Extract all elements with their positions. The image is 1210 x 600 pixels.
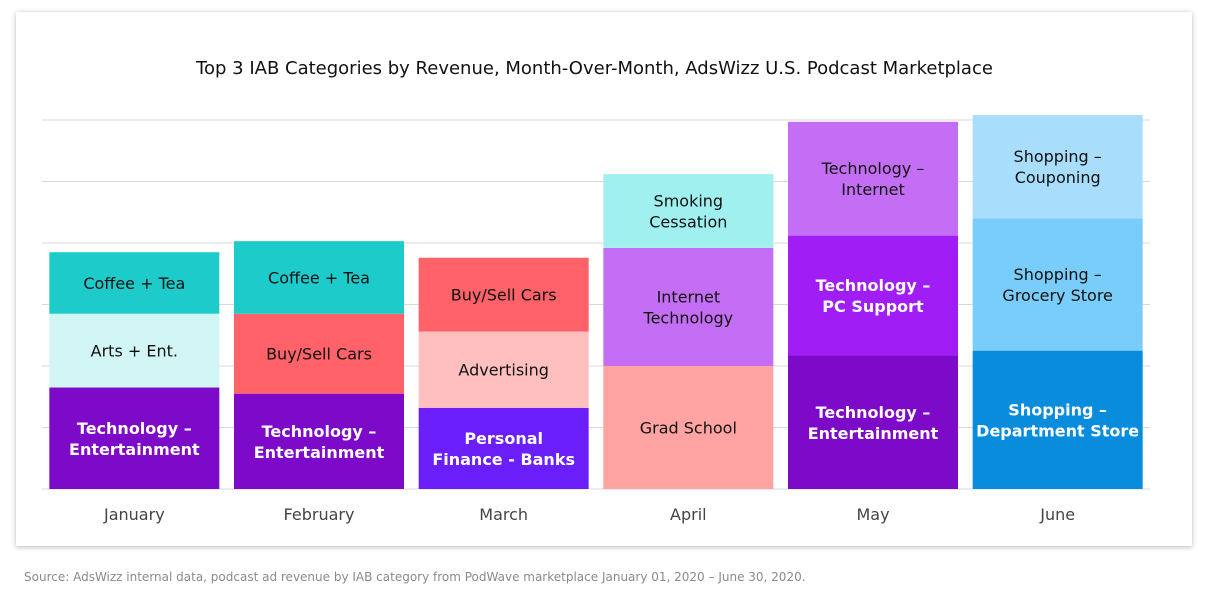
segment-label: Advertising: [458, 361, 549, 380]
x-tick-label: May: [856, 505, 889, 524]
segment-label: Technology – Internet: [821, 159, 925, 199]
segment-label: Buy/Sell Cars: [266, 345, 372, 364]
segment-label: Shopping – Grocery Store: [1002, 265, 1112, 305]
bar-segment: [49, 387, 220, 489]
segment-label: Internet Technology: [643, 287, 734, 327]
segment-label: Personal Finance - Banks: [432, 429, 575, 469]
bar-segment: [234, 393, 404, 489]
bar-segment: [418, 257, 589, 332]
x-tick-label: February: [284, 505, 355, 524]
bar-segment: [788, 235, 958, 356]
bar-segment: [418, 331, 589, 408]
bar-segment: [603, 247, 774, 366]
segment-label: Shopping – Couponing: [1014, 147, 1102, 187]
segment-label: Technology – Entertainment: [69, 419, 200, 459]
source-note: Source: AdsWizz internal data, podcast a…: [24, 570, 806, 584]
bar-segment: [603, 174, 774, 248]
bar-segment: [788, 121, 958, 236]
x-tick-label: April: [670, 505, 707, 524]
segment-label: Technology – PC Support: [816, 276, 931, 316]
bar-segment: [788, 355, 958, 489]
segment-label: Shopping – Department Store: [976, 400, 1139, 440]
bar-segment: [418, 407, 589, 489]
bar-segment: [234, 241, 404, 314]
segment-label: Grad School: [640, 419, 737, 438]
bar-segment: [603, 366, 774, 489]
segment-label: Technology – Entertainment: [808, 403, 939, 443]
x-tick-label: June: [1039, 505, 1075, 524]
bar-segment: [49, 313, 220, 388]
segment-label: Buy/Sell Cars: [451, 286, 557, 305]
bar-segment: [972, 115, 1143, 219]
bar-segment: [972, 218, 1143, 351]
bar-segment: [972, 350, 1143, 489]
bar-segment: [49, 252, 220, 314]
segment-label: Coffee + Tea: [268, 268, 370, 287]
bar-segment: [234, 313, 404, 394]
x-tick-label: March: [479, 505, 528, 524]
segment-label: Coffee + Tea: [83, 274, 185, 293]
chart-title: Top 3 IAB Categories by Revenue, Month-O…: [196, 58, 993, 79]
segment-label: Arts + Ent.: [91, 342, 178, 361]
segment-label: Smoking Cessation: [649, 192, 727, 232]
x-tick-label: January: [103, 505, 165, 524]
segment-label: Technology – Entertainment: [254, 422, 385, 462]
